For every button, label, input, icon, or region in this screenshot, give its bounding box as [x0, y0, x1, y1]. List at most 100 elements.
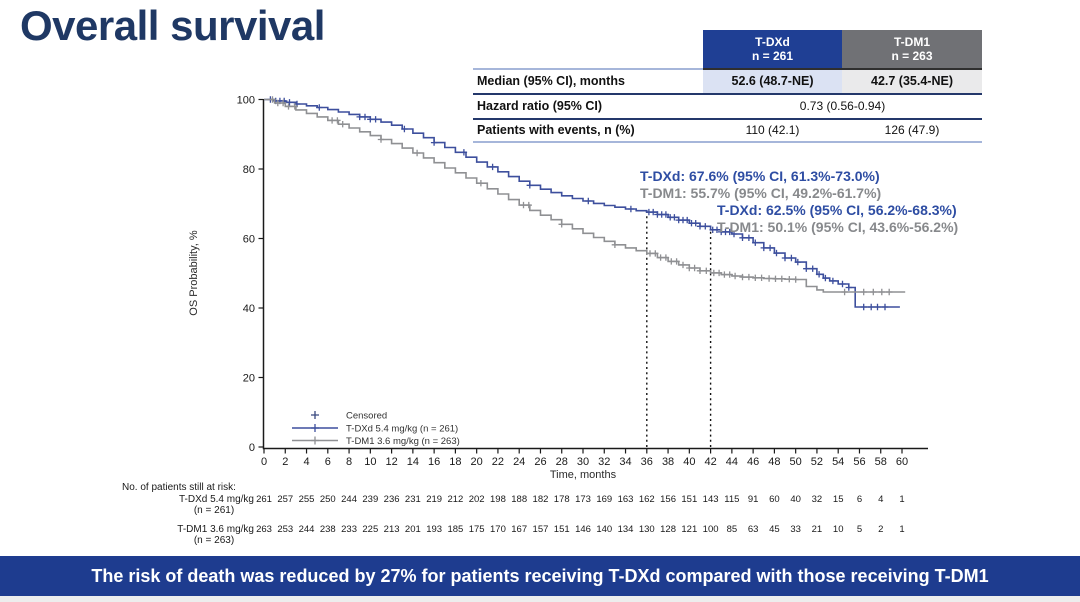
censor-mark	[788, 254, 795, 262]
hazard-ratio-value: 0.73 (0.56-0.94)	[703, 95, 982, 120]
censor-mark	[752, 274, 759, 281]
censor-mark	[285, 103, 292, 110]
censor-mark	[786, 276, 793, 283]
risk-count: 4	[878, 494, 883, 505]
results-col-tdxd: T-DXd n = 261	[703, 30, 842, 70]
risk-count: 219	[426, 494, 442, 505]
risk-count: 45	[769, 524, 780, 535]
risk-count: 250	[320, 494, 336, 505]
median-tdxd-value: 52.6 (48.7-NE)	[703, 70, 842, 95]
results-table: T-DXd n = 261 T-DM1 n = 263 Median (95% …	[473, 30, 982, 143]
annotation-tdm1-42mo: T-DM1: 50.1% (95% CI, 43.6%-56.2%)	[717, 219, 958, 235]
censor-mark	[752, 239, 759, 246]
x-tick-label: 58	[875, 456, 887, 468]
legend-tdxd-plus-icon	[311, 424, 319, 432]
x-tick-label: 24	[513, 456, 525, 468]
x-tick-label: 34	[619, 456, 631, 468]
risk-count: 130	[639, 524, 655, 535]
censor-mark	[291, 103, 298, 110]
risk-count: 2	[878, 524, 883, 535]
censor-mark	[361, 113, 369, 121]
axis-lines	[262, 99, 928, 450]
x-tick-label: 40	[683, 456, 695, 468]
risk-count: 128	[660, 524, 676, 535]
legend-tdm1-plus-icon	[311, 436, 319, 445]
risk-count: 236	[384, 494, 400, 505]
risk-count: 213	[384, 524, 400, 535]
x-tick-label: 32	[598, 456, 610, 468]
risk-count: 163	[618, 494, 634, 505]
risk-count: 225	[362, 524, 378, 535]
censor-mark	[829, 277, 837, 285]
censor-mark	[886, 288, 893, 296]
risk-count: 202	[469, 494, 485, 505]
risk-count: 244	[299, 524, 315, 535]
censor-mark	[878, 288, 885, 296]
x-tick-label: 12	[385, 456, 397, 468]
censor-mark	[772, 275, 779, 282]
censored-plus-icon	[311, 411, 319, 419]
risk-count: 1	[899, 524, 904, 535]
censor-mark	[778, 275, 785, 282]
events-tdxd-value: 110 (42.1)	[703, 120, 842, 143]
censor-mark	[611, 241, 619, 248]
censor-mark	[558, 221, 565, 228]
footer-banner-text: The risk of death was reduced by 27% for…	[91, 565, 989, 586]
censor-mark	[671, 214, 678, 221]
risk-count: 167	[511, 524, 527, 535]
risk-table-title: No. of patients still at risk:	[122, 482, 236, 493]
censor-mark	[731, 272, 739, 280]
censor-mark	[860, 303, 867, 311]
censor-mark	[874, 303, 881, 311]
risk-count: 140	[596, 524, 612, 535]
y-tick-label: 80	[243, 164, 255, 176]
series-tdxd	[264, 96, 900, 311]
risk-count: 233	[341, 524, 357, 535]
results-col-tdm1: T-DM1 n = 263	[842, 30, 982, 70]
hazard-ratio-row-label: Hazard ratio (95% CI)	[473, 95, 703, 120]
censor-mark	[650, 208, 657, 216]
censor-mark	[652, 250, 659, 257]
x-tick-label: 46	[747, 456, 759, 468]
censor-mark	[730, 230, 738, 238]
axes: 0 2 4 6 8 10 12 14 16 18 20 22 24 26 28 30 32 34 36 38 40 42 4…	[237, 95, 928, 468]
risk-count: 6	[857, 494, 862, 505]
x-tick-label: 38	[662, 456, 674, 468]
censor-mark	[745, 273, 753, 281]
censor-mark	[822, 274, 829, 282]
risk-count: 15	[833, 494, 844, 505]
risk-count: 5	[857, 524, 862, 535]
risk-count: 185	[447, 524, 463, 535]
censor-mark	[401, 125, 408, 133]
risk-count: 239	[362, 494, 378, 505]
x-tick-label: 10	[364, 456, 376, 468]
risk-count: 1	[899, 494, 904, 505]
x-tick-label: 30	[577, 456, 589, 468]
x-tick-label: 16	[428, 456, 440, 468]
series-tdm1	[264, 96, 906, 296]
risk-count: 253	[277, 524, 293, 535]
risk-count: 40	[790, 494, 801, 505]
censor-mark	[803, 265, 810, 272]
censor-mark	[726, 271, 733, 278]
y-axis-title: OS Probability, %	[188, 230, 200, 316]
censor-mark	[792, 276, 799, 283]
censor-mark	[334, 117, 341, 124]
censor-mark	[279, 99, 287, 107]
tdm1-col-name: T-DM1	[894, 34, 930, 49]
censor-mark	[662, 211, 670, 218]
risk-count: 244	[341, 494, 357, 505]
risk-count: 261	[256, 494, 272, 505]
x-tick-label: 18	[449, 456, 461, 468]
results-table-corner	[473, 30, 703, 70]
risk-count: 60	[769, 494, 780, 505]
x-tick-label: 6	[325, 456, 331, 468]
risk-count: 115	[724, 494, 739, 505]
risk-count: 178	[554, 494, 570, 505]
x-tick-label: 54	[832, 456, 844, 468]
risk-count: 182	[533, 494, 549, 505]
censor-mark	[860, 288, 867, 296]
events-row-label: Patients with events, n (%)	[473, 120, 703, 143]
survival-curves	[264, 96, 906, 311]
y-tick-label: 20	[243, 373, 255, 385]
